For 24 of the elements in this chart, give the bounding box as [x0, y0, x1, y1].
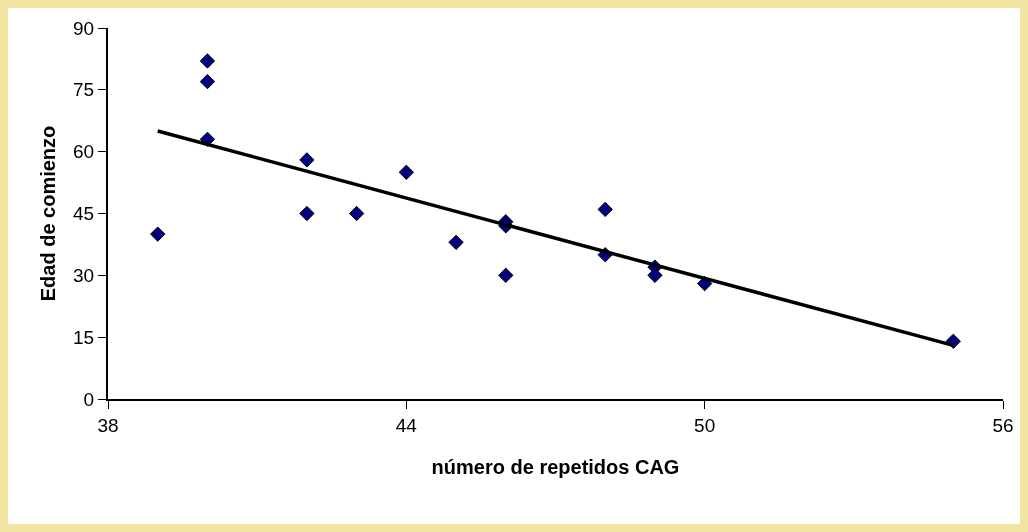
x-tick-label: 38: [97, 414, 119, 436]
y-tick-label: 0: [83, 388, 95, 410]
y-tick-label: 60: [73, 141, 95, 163]
x-tick-label: 44: [395, 414, 418, 436]
point: [398, 164, 414, 180]
point: [199, 53, 216, 69]
point: [448, 234, 464, 251]
point: [299, 205, 315, 222]
point: [498, 267, 514, 283]
x-axis-title: número de repetidos CAG: [431, 455, 680, 478]
y-tick-label: 15: [73, 326, 95, 348]
point: [299, 152, 315, 168]
point: [647, 267, 663, 283]
y-axis-title: Edad de comienzo: [37, 125, 60, 302]
y-tick-label: 30: [73, 264, 95, 286]
y-tick-label: 75: [73, 79, 95, 101]
y-tick-label: 45: [73, 203, 95, 225]
x-tick-label: 50: [694, 414, 716, 436]
x-tick-label: 56: [992, 414, 1014, 436]
y-tick-label: 90: [73, 17, 95, 39]
point: [597, 201, 613, 218]
point: [199, 73, 216, 90]
point: [150, 226, 166, 242]
point: [348, 205, 365, 222]
